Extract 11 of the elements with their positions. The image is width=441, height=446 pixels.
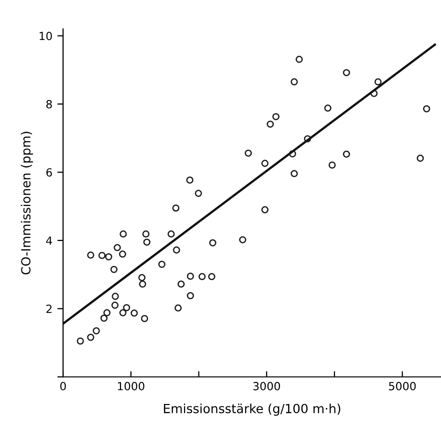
y-tick-label: 4: [46, 236, 52, 245]
y-tick-label: 2: [46, 304, 52, 313]
y-axis-title: CO-Immissionen (ppm): [20, 132, 33, 274]
x-tick-label: 5000: [389, 382, 416, 390]
x-axis-title: Emissionsstärke (g/100 m·h): [164, 404, 340, 416]
y-tick-label: 6: [46, 168, 52, 177]
x-tick-label: 3000: [253, 382, 280, 390]
y-tick-label: 8: [46, 100, 52, 108]
x-tick-label: 1000: [118, 382, 144, 390]
x-tick-label: 0: [60, 382, 66, 390]
y-tick-label: 10: [40, 32, 52, 40]
